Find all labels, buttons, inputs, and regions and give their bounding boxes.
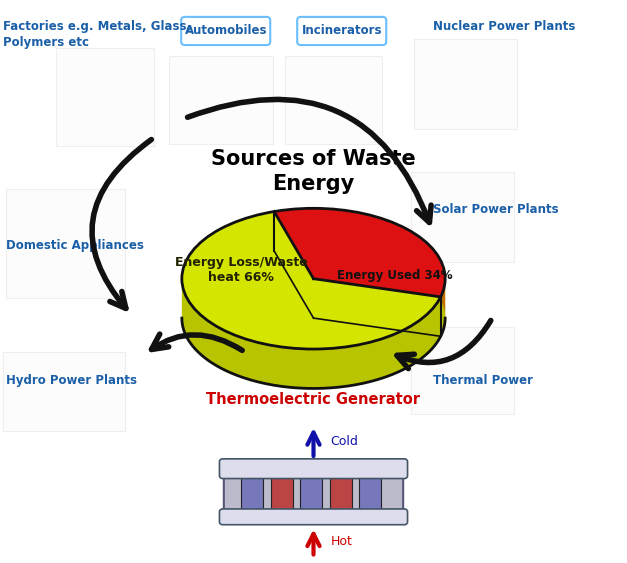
Polygon shape	[274, 208, 445, 336]
Bar	[169, 56, 273, 144]
Bar	[3, 352, 125, 431]
FancyBboxPatch shape	[219, 509, 408, 525]
FancyBboxPatch shape	[297, 17, 386, 45]
Bar	[414, 39, 517, 129]
Bar	[285, 56, 382, 144]
FancyBboxPatch shape	[181, 17, 270, 45]
Text: Energy Used 34%: Energy Used 34%	[337, 269, 453, 283]
Bar	[411, 327, 514, 414]
Text: Domestic Appliances: Domestic Appliances	[6, 239, 144, 252]
Text: Factories e.g. Metals, Glass,
Polymers etc: Factories e.g. Metals, Glass, Polymers e…	[3, 20, 191, 49]
Polygon shape	[182, 248, 445, 388]
Bar	[271, 476, 293, 512]
Text: Nuclear Power Plants: Nuclear Power Plants	[433, 20, 575, 33]
Text: Cold: Cold	[330, 435, 358, 449]
FancyBboxPatch shape	[224, 460, 403, 522]
Text: Energy Loss/Waste
heat 66%: Energy Loss/Waste heat 66%	[175, 256, 308, 284]
Text: Automobiles: Automobiles	[184, 24, 267, 38]
Text: Solar Power Plants: Solar Power Plants	[433, 203, 558, 216]
Bar	[241, 476, 263, 512]
FancyBboxPatch shape	[219, 459, 408, 479]
Text: Hot: Hot	[330, 535, 352, 548]
Text: Thermal Power: Thermal Power	[433, 374, 532, 387]
Text: Incinerators: Incinerators	[302, 24, 382, 38]
Polygon shape	[182, 208, 445, 349]
Text: Thermoelectric Generator: Thermoelectric Generator	[206, 392, 421, 407]
Bar	[300, 476, 322, 512]
Bar	[411, 172, 514, 262]
Bar	[6, 189, 125, 298]
Polygon shape	[441, 279, 445, 336]
Bar	[330, 476, 352, 512]
Bar	[56, 48, 154, 146]
Text: Hydro Power Plants: Hydro Power Plants	[6, 374, 137, 387]
Polygon shape	[182, 279, 445, 388]
Text: Sources of Waste
Energy: Sources of Waste Energy	[211, 149, 416, 194]
Polygon shape	[274, 208, 445, 297]
Bar	[359, 476, 381, 512]
